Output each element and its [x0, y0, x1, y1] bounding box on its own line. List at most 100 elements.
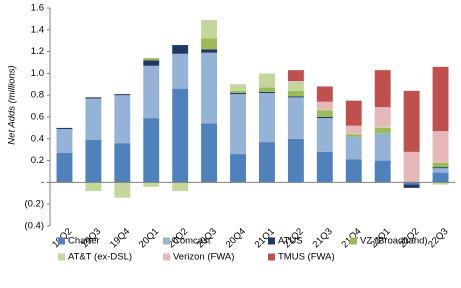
- y-tick-label: 0.2: [31, 155, 44, 166]
- legend-label: Verizon (FWA): [173, 252, 234, 263]
- bar-segment: [374, 160, 391, 183]
- x-tick-label: 22Q3: [426, 226, 450, 250]
- bar-segment: [316, 117, 333, 119]
- y-tick-label: 0.4: [31, 133, 44, 144]
- bar-segment: [316, 109, 333, 111]
- bar-segment: [345, 159, 362, 183]
- legend-label: TMUS (FWA): [278, 252, 335, 263]
- bar-segment: [374, 126, 391, 128]
- y-tick-label: 1.6: [31, 3, 44, 14]
- bar-segment: [403, 182, 420, 185]
- bar-segment: [259, 73, 275, 88]
- bar-segment: [374, 127, 391, 134]
- bar-segment: [374, 70, 391, 108]
- legend-label: Charter: [68, 236, 100, 247]
- y-tick-label: (0.4): [24, 221, 44, 232]
- legend-swatch: [163, 253, 170, 261]
- y-tick-label: 0.6: [31, 112, 44, 123]
- bar-segment: [287, 96, 304, 98]
- bar-segment: [172, 88, 189, 183]
- y-tick-label: 1.0: [31, 68, 44, 79]
- legend-label: ATUS: [278, 236, 303, 247]
- bar-segment: [316, 101, 333, 110]
- bar-segment: [374, 107, 391, 127]
- bar-segment: [85, 98, 102, 140]
- x-tick-label: 19Q4: [108, 226, 132, 250]
- bar-segment: [316, 118, 333, 152]
- bar-segment: [345, 100, 362, 126]
- bar-segment: [287, 97, 304, 139]
- bar-segment: [201, 19, 218, 39]
- bar-segment: [432, 168, 449, 173]
- bar-segment: [201, 123, 218, 183]
- bar-segment: [259, 93, 275, 143]
- bar-segment: [316, 151, 333, 183]
- bar-segment: [85, 182, 102, 192]
- bar-segment: [432, 167, 449, 169]
- bar-segment: [201, 52, 218, 124]
- bar-segment: [432, 182, 449, 185]
- x-tick-label: 20Q4: [224, 226, 248, 250]
- bar-segment: [143, 60, 160, 66]
- y-tick-label: -: [41, 177, 44, 188]
- bar-segment: [403, 151, 420, 182]
- bar-segment: [143, 58, 160, 61]
- bar-segment: [230, 84, 246, 91]
- x-tick-label: 21Q3: [311, 226, 335, 250]
- bar-segment: [172, 45, 189, 54]
- bar-segment: [230, 93, 246, 95]
- bar-segment: [201, 38, 218, 50]
- bar-segment: [143, 182, 160, 187]
- legend-label: Comcast: [173, 236, 211, 247]
- bar-segment: [316, 86, 333, 102]
- bar-segment: [374, 133, 391, 161]
- y-tick-label: 0.8: [31, 90, 44, 101]
- bar-segment: [56, 127, 73, 129]
- legend-swatch: [350, 237, 357, 245]
- bar-segment: [316, 110, 333, 117]
- bar-segment: [143, 65, 160, 119]
- y-tick-label: 1.2: [31, 46, 44, 57]
- bar-segment: [432, 172, 449, 183]
- y-axis-title: Net Adds (millions): [7, 65, 18, 144]
- bar-segment: [432, 162, 449, 168]
- bar-segment: [114, 143, 131, 183]
- bar-segment: [345, 136, 362, 160]
- bar-segment: [345, 133, 362, 135]
- bar-segment: [287, 82, 304, 91]
- bar-segment: [172, 53, 189, 89]
- y-tick-label: (0.2): [24, 199, 44, 210]
- x-tick-label: 20Q1: [137, 226, 161, 250]
- bar-segment: [403, 90, 420, 152]
- bar-segment: [114, 95, 131, 144]
- legend-label: VZ (Broadband): [360, 236, 428, 247]
- bar-segment: [230, 154, 246, 183]
- bar-segment: [287, 90, 304, 97]
- legend-swatch: [268, 237, 275, 245]
- bar-segment: [56, 152, 73, 183]
- bar-segment: [432, 66, 449, 132]
- bar-segment: [143, 118, 160, 183]
- bar-segment: [56, 128, 73, 153]
- legend-swatch: [163, 237, 170, 245]
- bar-segment: [114, 94, 131, 96]
- bar-segment: [287, 70, 304, 82]
- bar-segment: [259, 87, 275, 92]
- legend-swatch: [58, 253, 65, 261]
- bar-segment: [114, 182, 131, 198]
- bar-segment: [259, 142, 275, 183]
- bar-segment: [403, 184, 420, 188]
- bar-segment: [287, 81, 304, 83]
- legend-label: AT&T (ex-DSL): [68, 252, 132, 263]
- bar-segment: [201, 49, 218, 53]
- legend-swatch: [268, 253, 275, 261]
- bar-segment: [345, 134, 362, 137]
- legend-swatch: [58, 237, 65, 245]
- bar-segment: [345, 125, 362, 134]
- bar-segment: [85, 139, 102, 183]
- bar-segment: [403, 181, 420, 183]
- bar-segment: [230, 90, 246, 94]
- y-tick-label: 1.4: [31, 24, 44, 35]
- bar-segment: [230, 94, 246, 155]
